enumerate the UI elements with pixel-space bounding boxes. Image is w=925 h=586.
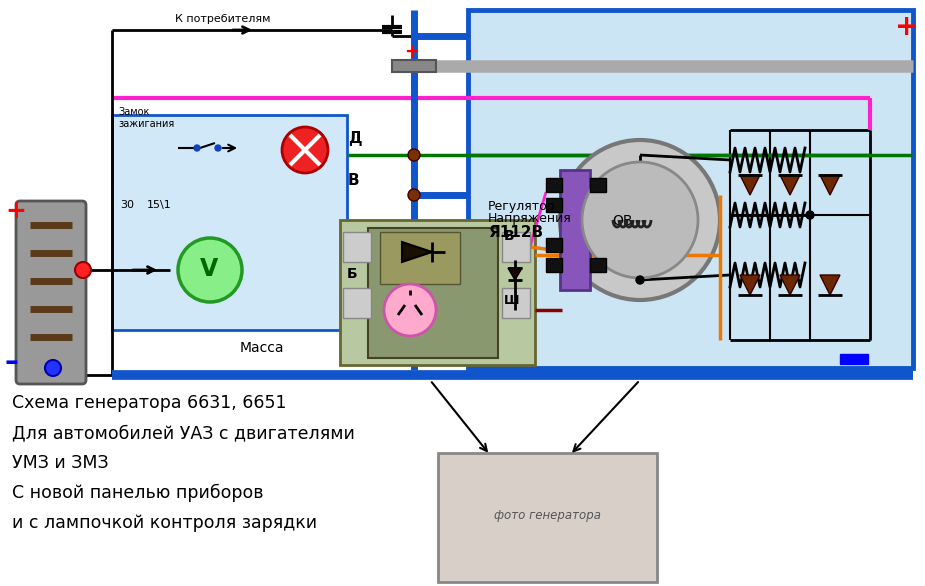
Text: –: – [5,348,18,376]
FancyBboxPatch shape [502,288,530,318]
Text: Замок
зажигания: Замок зажигания [118,107,174,129]
FancyBboxPatch shape [16,201,86,384]
FancyBboxPatch shape [368,228,498,358]
Text: и с лампочкой контроля зарядки: и с лампочкой контроля зарядки [12,514,317,532]
FancyBboxPatch shape [546,258,562,272]
Text: 30: 30 [120,200,134,210]
Circle shape [806,211,814,219]
Text: Напряжения: Напряжения [488,212,572,225]
Polygon shape [780,275,800,295]
Circle shape [408,189,420,201]
Circle shape [75,262,91,278]
Text: +: + [5,199,26,223]
FancyBboxPatch shape [560,170,590,290]
Text: Схема генератора 6631, 6651: Схема генератора 6631, 6651 [12,394,287,412]
FancyBboxPatch shape [502,232,530,262]
FancyBboxPatch shape [590,258,606,272]
FancyBboxPatch shape [343,232,371,262]
Text: УМЗ и ЗМЗ: УМЗ и ЗМЗ [12,454,108,472]
Polygon shape [740,175,760,195]
Circle shape [582,162,698,278]
Text: V: V [200,257,218,281]
Circle shape [384,284,436,336]
Text: Б: Б [347,267,358,281]
Circle shape [282,127,328,173]
FancyBboxPatch shape [546,198,562,212]
Circle shape [178,238,242,302]
Circle shape [636,276,644,284]
FancyBboxPatch shape [392,60,436,72]
Text: Масса: Масса [240,341,285,355]
Text: +: + [404,43,419,61]
FancyBboxPatch shape [112,115,347,330]
FancyBboxPatch shape [438,453,657,582]
Text: ОВ: ОВ [612,214,633,228]
Text: фото генератора: фото генератора [495,509,601,523]
Text: К потребителям: К потребителям [175,14,270,24]
FancyBboxPatch shape [343,288,371,318]
FancyBboxPatch shape [380,232,460,284]
Text: В: В [348,173,360,188]
Polygon shape [820,275,840,295]
FancyBboxPatch shape [468,10,913,368]
Text: Регулятор: Регулятор [488,200,556,213]
Polygon shape [402,242,432,262]
Text: +: + [895,13,919,41]
FancyBboxPatch shape [590,178,606,192]
FancyBboxPatch shape [546,238,562,252]
Circle shape [194,145,200,151]
Text: С новой панелью приборов: С новой панелью приборов [12,484,264,502]
Text: Для автомобилей УАЗ с двигателями: Для автомобилей УАЗ с двигателями [12,424,355,442]
FancyBboxPatch shape [546,178,562,192]
FancyBboxPatch shape [840,354,868,364]
Circle shape [215,145,221,151]
Text: Д: Д [348,131,362,146]
Polygon shape [820,175,840,195]
Text: В: В [504,229,514,243]
Text: Ш: Ш [504,294,520,307]
Polygon shape [780,175,800,195]
Circle shape [408,149,420,161]
Text: Я112В: Я112В [488,225,543,240]
Circle shape [45,360,61,376]
Polygon shape [508,268,522,280]
Text: 15\1: 15\1 [147,200,172,210]
Polygon shape [740,275,760,295]
Circle shape [560,140,720,300]
FancyBboxPatch shape [340,220,535,365]
